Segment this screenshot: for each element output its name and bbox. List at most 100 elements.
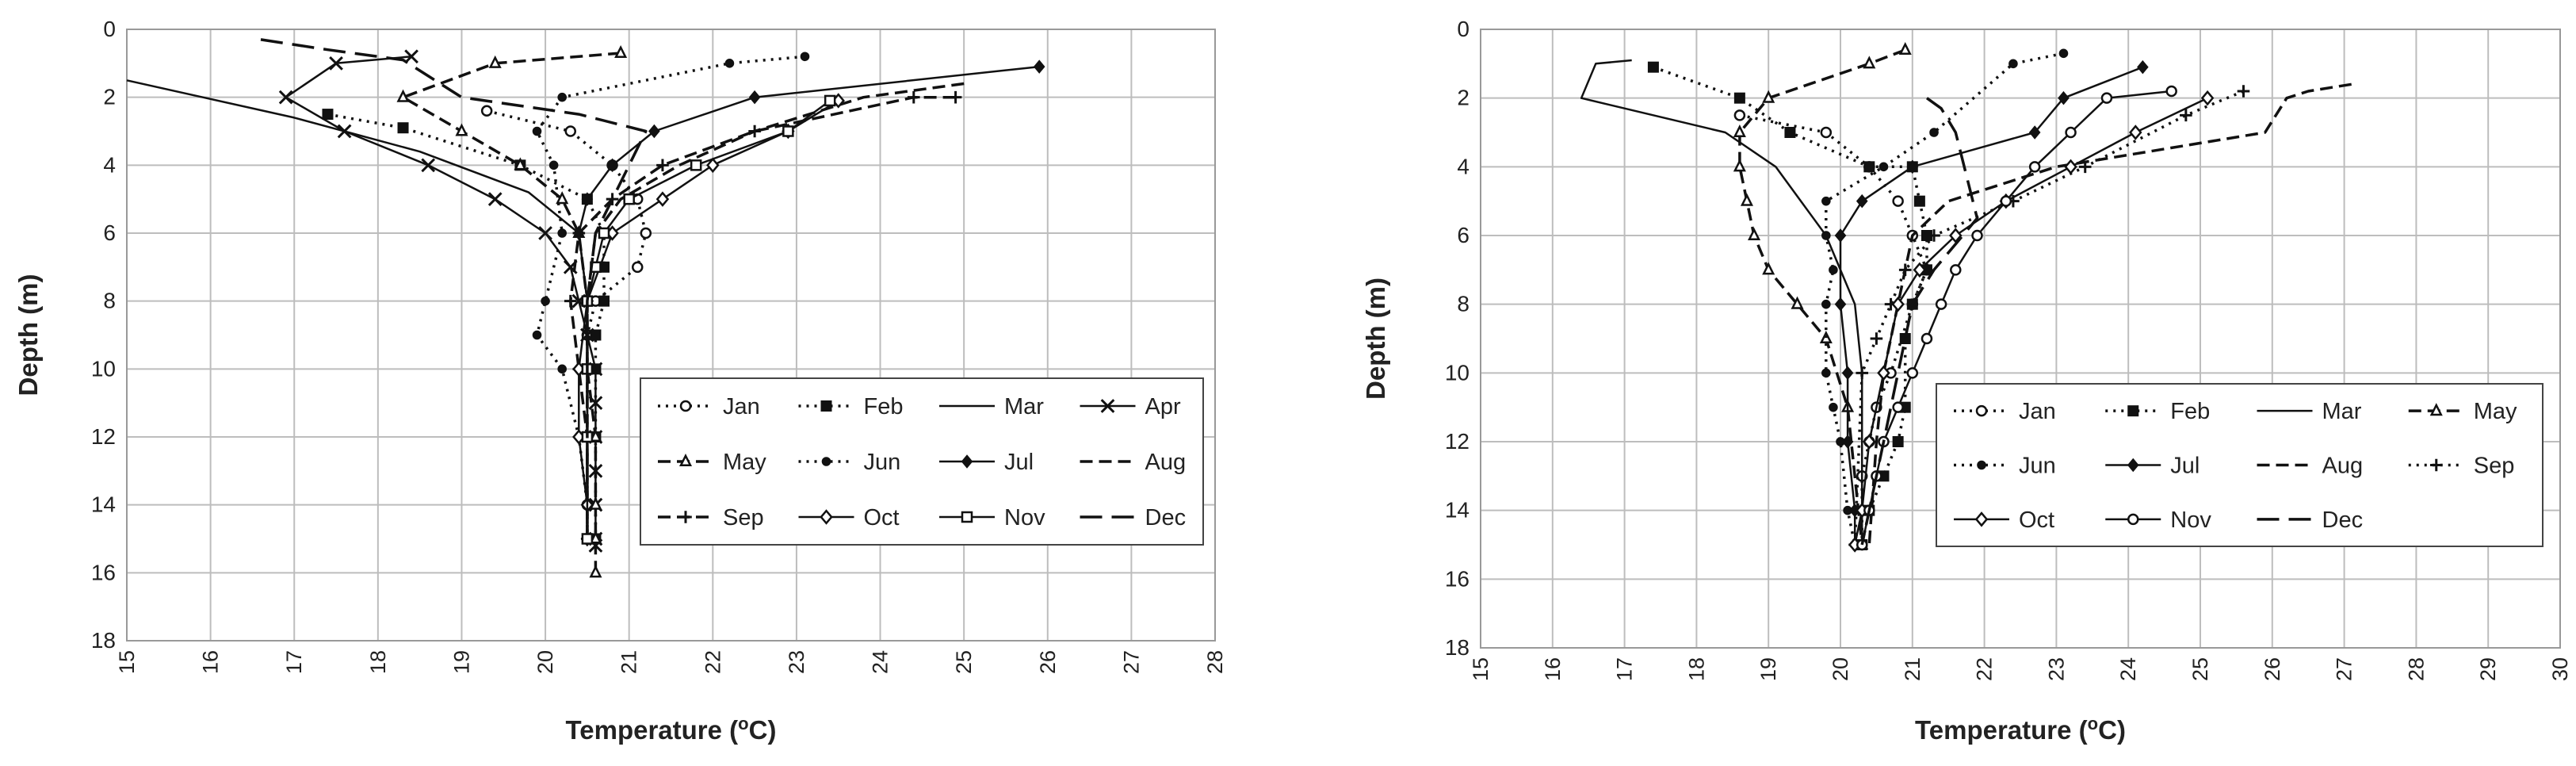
legend-marker-may bbox=[678, 454, 693, 467]
series-line-mar bbox=[1580, 59, 1863, 545]
data-point-jul bbox=[581, 192, 594, 206]
legend-marker-apr bbox=[1100, 399, 1115, 413]
data-point-jun bbox=[548, 160, 559, 170]
data-point-nov bbox=[581, 533, 594, 545]
y-tick-label: 18 bbox=[1445, 635, 1470, 660]
x-axis-title-main: Temperature ( bbox=[566, 715, 739, 745]
data-point-jul bbox=[748, 90, 761, 105]
data-point-jan bbox=[1733, 109, 1746, 121]
series-line-sep bbox=[569, 95, 956, 539]
data-point-jun bbox=[557, 92, 568, 102]
data-point-nov bbox=[1971, 229, 1983, 242]
x-tick-label: 25 bbox=[2188, 657, 2212, 681]
data-point-jan bbox=[480, 105, 493, 117]
legend-label-feb: Feb bbox=[864, 394, 904, 419]
x-axis-title-tail: C) bbox=[749, 715, 777, 745]
legend-marker-oct bbox=[820, 509, 833, 525]
series-line-feb bbox=[327, 113, 606, 539]
y-tick-label: 6 bbox=[103, 220, 116, 245]
chart-right: 15 16 17 18 19 20 21 22 23 24 25 26 27 28 29 30 0 2 4 6 8 10 1… bbox=[1347, 0, 2576, 766]
legend-label-mar: Mar bbox=[2322, 399, 2362, 424]
legend-label-may: May bbox=[2474, 399, 2517, 424]
x-tick-label: 17 bbox=[282, 650, 306, 674]
data-point-nov bbox=[690, 159, 702, 171]
legend-label-oct: Oct bbox=[2019, 507, 2054, 533]
data-point-may bbox=[488, 55, 502, 68]
series-apr bbox=[278, 49, 603, 553]
data-point-jun bbox=[2058, 48, 2069, 59]
series-feb bbox=[322, 109, 610, 545]
x-tick-label: 23 bbox=[785, 650, 808, 674]
legend-marker-nov bbox=[961, 511, 973, 523]
data-point-apr bbox=[329, 56, 343, 71]
legend-marker-oct bbox=[1974, 511, 1989, 527]
data-point-jan bbox=[640, 227, 652, 239]
series-mar bbox=[1580, 59, 1863, 545]
legend-label-nov: Nov bbox=[1004, 505, 1045, 530]
legend-marker-jul bbox=[2127, 458, 2139, 473]
data-point-sep bbox=[1870, 332, 1883, 345]
data-point-jul bbox=[1834, 228, 1847, 243]
x-tick-label: 23 bbox=[2044, 657, 2068, 681]
y-tick-label: 8 bbox=[1457, 292, 1470, 316]
legend-marker-nov bbox=[2127, 513, 2139, 526]
data-point-feb bbox=[1892, 436, 1904, 447]
series-aug bbox=[1867, 82, 2352, 546]
data-point-jun bbox=[557, 228, 568, 238]
legend-label-jun: Jun bbox=[864, 450, 901, 475]
data-point-oct bbox=[706, 157, 720, 174]
data-point-feb bbox=[397, 122, 409, 134]
data-point-nov bbox=[2000, 195, 2012, 207]
data-point-jul bbox=[1841, 435, 1854, 449]
y-tick-label: 2 bbox=[103, 85, 116, 109]
legend-marker-jan bbox=[679, 400, 692, 412]
series-may bbox=[1733, 42, 1912, 550]
data-point-feb bbox=[1863, 161, 1875, 173]
series-jul bbox=[1834, 59, 2149, 552]
data-point-jan bbox=[1892, 195, 1904, 207]
x-axis-title: Temperature (oC) bbox=[566, 714, 777, 745]
series-line-jan bbox=[486, 109, 648, 539]
legend-label-jan: Jan bbox=[2019, 399, 2056, 424]
data-point-may bbox=[1762, 90, 1775, 103]
data-point-feb bbox=[1913, 195, 1925, 207]
x-tick-label: 26 bbox=[2261, 657, 2284, 681]
data-point-oct bbox=[1891, 296, 1905, 312]
data-point-oct bbox=[1913, 262, 1927, 278]
data-point-nov bbox=[623, 193, 635, 205]
data-point-nov bbox=[1950, 264, 1962, 276]
y-tick-label: 8 bbox=[103, 289, 116, 313]
data-point-feb bbox=[598, 295, 610, 307]
data-point-feb bbox=[322, 109, 334, 121]
data-point-sep bbox=[2237, 85, 2250, 98]
data-point-may bbox=[589, 496, 602, 510]
legend-label-mar: Mar bbox=[1004, 394, 1044, 419]
data-point-jul bbox=[648, 124, 660, 139]
data-point-jul bbox=[1841, 366, 1854, 381]
data-point-nov bbox=[2065, 126, 2077, 139]
legend-marker-sep bbox=[679, 511, 692, 523]
data-point-oct bbox=[2064, 159, 2077, 175]
data-point-may bbox=[589, 565, 602, 578]
data-point-jun bbox=[724, 59, 735, 68]
series-may bbox=[396, 44, 628, 578]
data-point-may bbox=[1740, 193, 1753, 206]
data-point-jul bbox=[606, 158, 618, 173]
data-point-may bbox=[1733, 159, 1746, 172]
data-point-apr bbox=[487, 192, 503, 207]
data-point-jun bbox=[557, 364, 568, 374]
legend-marker-jun bbox=[821, 457, 831, 466]
legend-marker-jun bbox=[1977, 460, 1986, 470]
x-axis-title-main: Temperature ( bbox=[1915, 715, 2088, 745]
data-point-jun bbox=[1878, 162, 1889, 172]
y-tick-label: 10 bbox=[91, 356, 116, 381]
data-point-sep bbox=[1928, 229, 1940, 242]
data-point-nov bbox=[1892, 401, 1904, 413]
data-point-apr bbox=[278, 90, 293, 105]
data-point-nov bbox=[782, 125, 794, 137]
data-point-sep bbox=[1856, 366, 1869, 380]
legend-label-dec: Dec bbox=[2322, 507, 2364, 533]
legend-label-jul: Jul bbox=[2170, 454, 2200, 479]
data-point-nov bbox=[1906, 367, 1919, 379]
data-point-may bbox=[455, 123, 468, 136]
